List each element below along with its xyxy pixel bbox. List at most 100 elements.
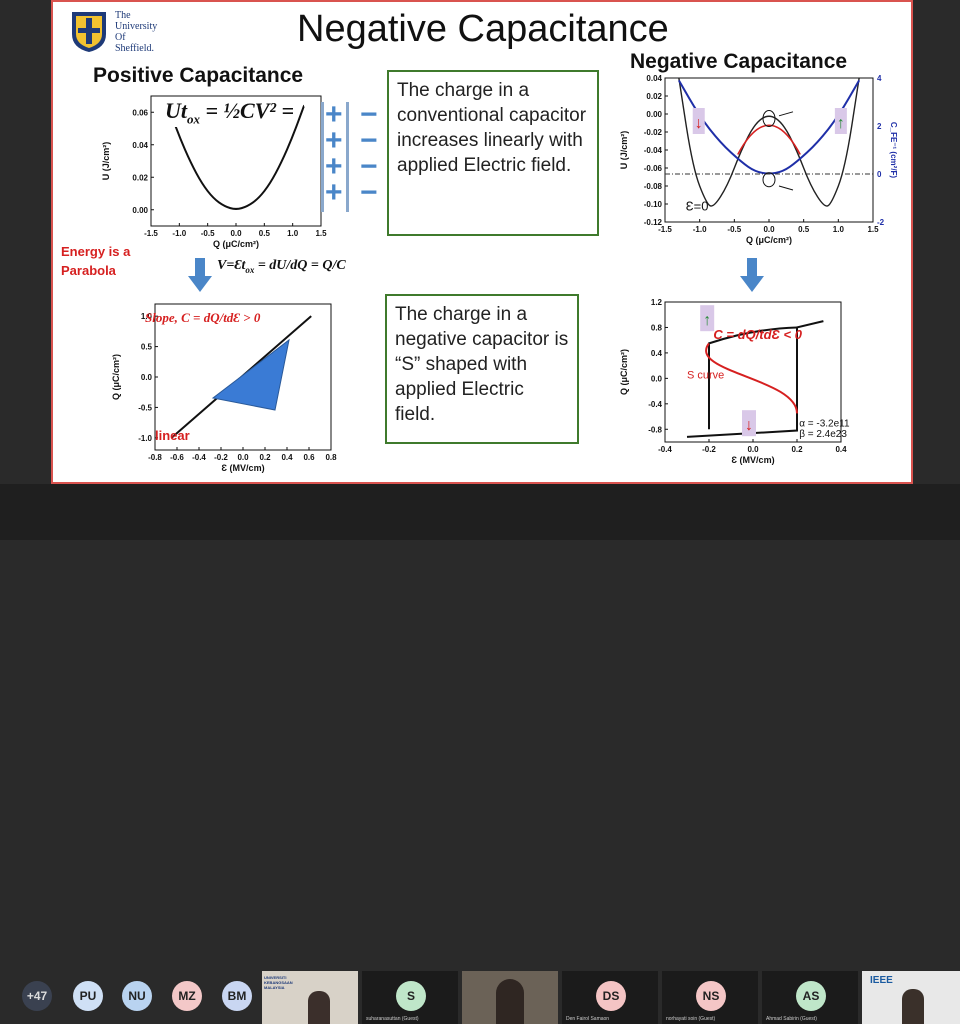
- x-tick-label: 0.2: [259, 453, 271, 462]
- participant-avatar[interactable]: NU: [122, 981, 152, 1011]
- slide-title: Negative Capacitance: [297, 8, 669, 50]
- participant-avatar: AS: [796, 981, 826, 1011]
- y-tick-label: 1.2: [651, 298, 663, 307]
- voltage-equation: V=Ɛtox = dU/dQ = Q/C: [217, 258, 346, 275]
- capacitor-plate-left: [321, 102, 324, 212]
- x-tick-label: -0.8: [148, 453, 162, 462]
- y-tick-label: -1.0: [138, 434, 152, 443]
- slope-triangle-icon: [211, 338, 290, 411]
- down-arrow-icon: [740, 258, 764, 292]
- beta-label: β = 2.4e23: [799, 429, 847, 440]
- more-participants-button[interactable]: +47: [22, 981, 52, 1011]
- y-tick-label: 0.02: [646, 92, 662, 101]
- ieee-logo: IEEE: [870, 975, 893, 986]
- video-tile-presenter[interactable]: UNIVERSITI KEBANGSAAN MALAYSIA: [262, 971, 358, 1024]
- y-axis-label: Q (μC/cm²): [619, 349, 629, 395]
- y-tick-label: 0.8: [651, 323, 663, 332]
- capacitor-plate-right: [346, 102, 349, 212]
- down-arrow-icon: [188, 258, 212, 292]
- x-tick-label: 0.5: [259, 229, 271, 238]
- energy-parabola-note: Energy is a Parabola: [61, 244, 131, 278]
- video-tile[interactable]: AS Ahmad Sabirin (Guest): [762, 971, 858, 1024]
- y-axis-label: U (J/cm²): [101, 142, 111, 181]
- positive-capacitance-heading: Positive Capacitance: [93, 64, 304, 87]
- x-tick-label: -0.4: [192, 453, 206, 462]
- x-axis-label: Ɛ (MV/cm): [731, 455, 774, 465]
- video-tile[interactable]: S suharanasuttan (Guest): [362, 971, 458, 1024]
- x-tick-label: 1.5: [315, 229, 327, 238]
- highlight-circle: [762, 172, 776, 188]
- green-up-arrow-icon: ↑: [837, 115, 845, 132]
- participant-name: suharanasuttan (Guest): [366, 1016, 419, 1022]
- participant-strip: +47 PU NU MZ BM UNIVERSITI KEBANGSAAN MA…: [0, 484, 960, 1024]
- unstable-region-line: [737, 124, 801, 155]
- university-name: The University Of Sheffield.: [115, 10, 158, 54]
- participant-name: Ahmad Sabirin (Guest): [766, 1016, 817, 1022]
- y2-tick-label: -2: [877, 218, 885, 227]
- alpha-label: α = -3.2e11: [799, 419, 850, 430]
- x-tick-label: 1.0: [833, 225, 845, 234]
- y-tick-label: -0.8: [648, 425, 662, 434]
- x-tick-label: 0.4: [835, 445, 847, 454]
- x-tick-label: -0.5: [201, 229, 215, 238]
- x-tick-label: 0.0: [763, 225, 775, 234]
- y-tick-label: 0.06: [132, 108, 148, 117]
- video-tile[interactable]: DS Den Fairol Samaon: [562, 971, 658, 1024]
- x-tick-label: 1.5: [867, 225, 879, 234]
- y-tick-label: -0.4: [648, 400, 662, 409]
- x-axis-label: Q (μC/cm²): [213, 239, 259, 249]
- participant-avatar: DS: [596, 981, 626, 1011]
- x-tick-label: -1.0: [172, 229, 186, 238]
- participant-name: Den Fairol Samaon: [566, 1016, 610, 1022]
- x-tick-label: 0.0: [230, 229, 242, 238]
- participant-avatar[interactable]: MZ: [172, 981, 202, 1011]
- hysteresis-line: [708, 326, 798, 430]
- participant-avatar[interactable]: BM: [222, 981, 252, 1011]
- plus-signs: + + + +: [325, 98, 343, 209]
- ukm-banner: UNIVERSITI KEBANGSAAN MALAYSIA: [264, 975, 293, 990]
- down-arrow-box: [742, 410, 756, 437]
- y-tick-label: 0.04: [646, 74, 662, 83]
- y-tick-label: -0.06: [644, 164, 663, 173]
- negative-c-equation: C = dQ/tdƐ < 0: [713, 327, 802, 342]
- person-silhouette: [496, 979, 524, 1024]
- linear-label: linear: [155, 428, 190, 443]
- y-tick-label: -0.5: [138, 403, 152, 412]
- x-tick-label: 0.0: [237, 453, 249, 462]
- x-tick-label: -0.2: [214, 453, 228, 462]
- up-arrow-box: [700, 305, 715, 332]
- y-tick-label: 0.0: [141, 373, 153, 382]
- down-arrow-box: [692, 108, 705, 134]
- university-crest-icon: [72, 12, 106, 52]
- x-tick-label: -1.0: [693, 225, 707, 234]
- x-tick-label: 1.0: [287, 229, 299, 238]
- x-tick-label: -0.6: [170, 453, 184, 462]
- slope-equation: Slope, C = dQ/tdƐ > 0: [145, 310, 261, 325]
- participant-avatar[interactable]: PU: [73, 981, 103, 1011]
- x-axis-label: Ɛ (MV/cm): [221, 463, 264, 473]
- y-tick-label: 0.5: [141, 343, 153, 352]
- x-tick-label: -1.5: [658, 225, 672, 234]
- red-down-arrow-icon: ↓: [745, 417, 753, 434]
- green-up-arrow-icon: ↑: [703, 312, 711, 329]
- y-axis-label: Q (μC/cm²): [111, 354, 121, 400]
- chart-negative-energy: -1.5 -1.0 -0.5 0.0 0.5 1.0 1.5 0.04 0.02 0.00 -0.0…: [619, 74, 898, 245]
- x-tick-label: 0.6: [303, 453, 315, 462]
- participant-avatar: NS: [696, 981, 726, 1011]
- pointer-arrow-icon: [778, 185, 794, 191]
- video-tile-ieee[interactable]: IEEE: [862, 971, 960, 1024]
- y-tick-label: -0.04: [644, 146, 663, 155]
- series-line: [678, 77, 860, 207]
- e0-label: Ɛ=0: [686, 198, 709, 213]
- video-tile[interactable]: NS norhayati soin (Guest): [662, 971, 758, 1024]
- s-shaped-charge-textbox: The charge in a negative capacitor is “S…: [385, 294, 579, 444]
- video-tile-speaker[interactable]: [462, 971, 558, 1024]
- x-axis-label: Q (μC/cm²): [746, 235, 792, 245]
- y-tick-label: 0.4: [651, 349, 663, 358]
- y-tick-label: -0.12: [644, 218, 663, 227]
- person-silhouette: [308, 991, 330, 1024]
- chart-negative-charge: -0.4 -0.2 0.0 0.2 0.4 1.2 0.8 0.4 0.0 -0.4 -0.8 Ɛ (…: [619, 298, 850, 465]
- participant-avatar: S: [396, 981, 426, 1011]
- x-tick-label: 0.8: [325, 453, 337, 462]
- y-tick-label: 0.02: [132, 173, 148, 182]
